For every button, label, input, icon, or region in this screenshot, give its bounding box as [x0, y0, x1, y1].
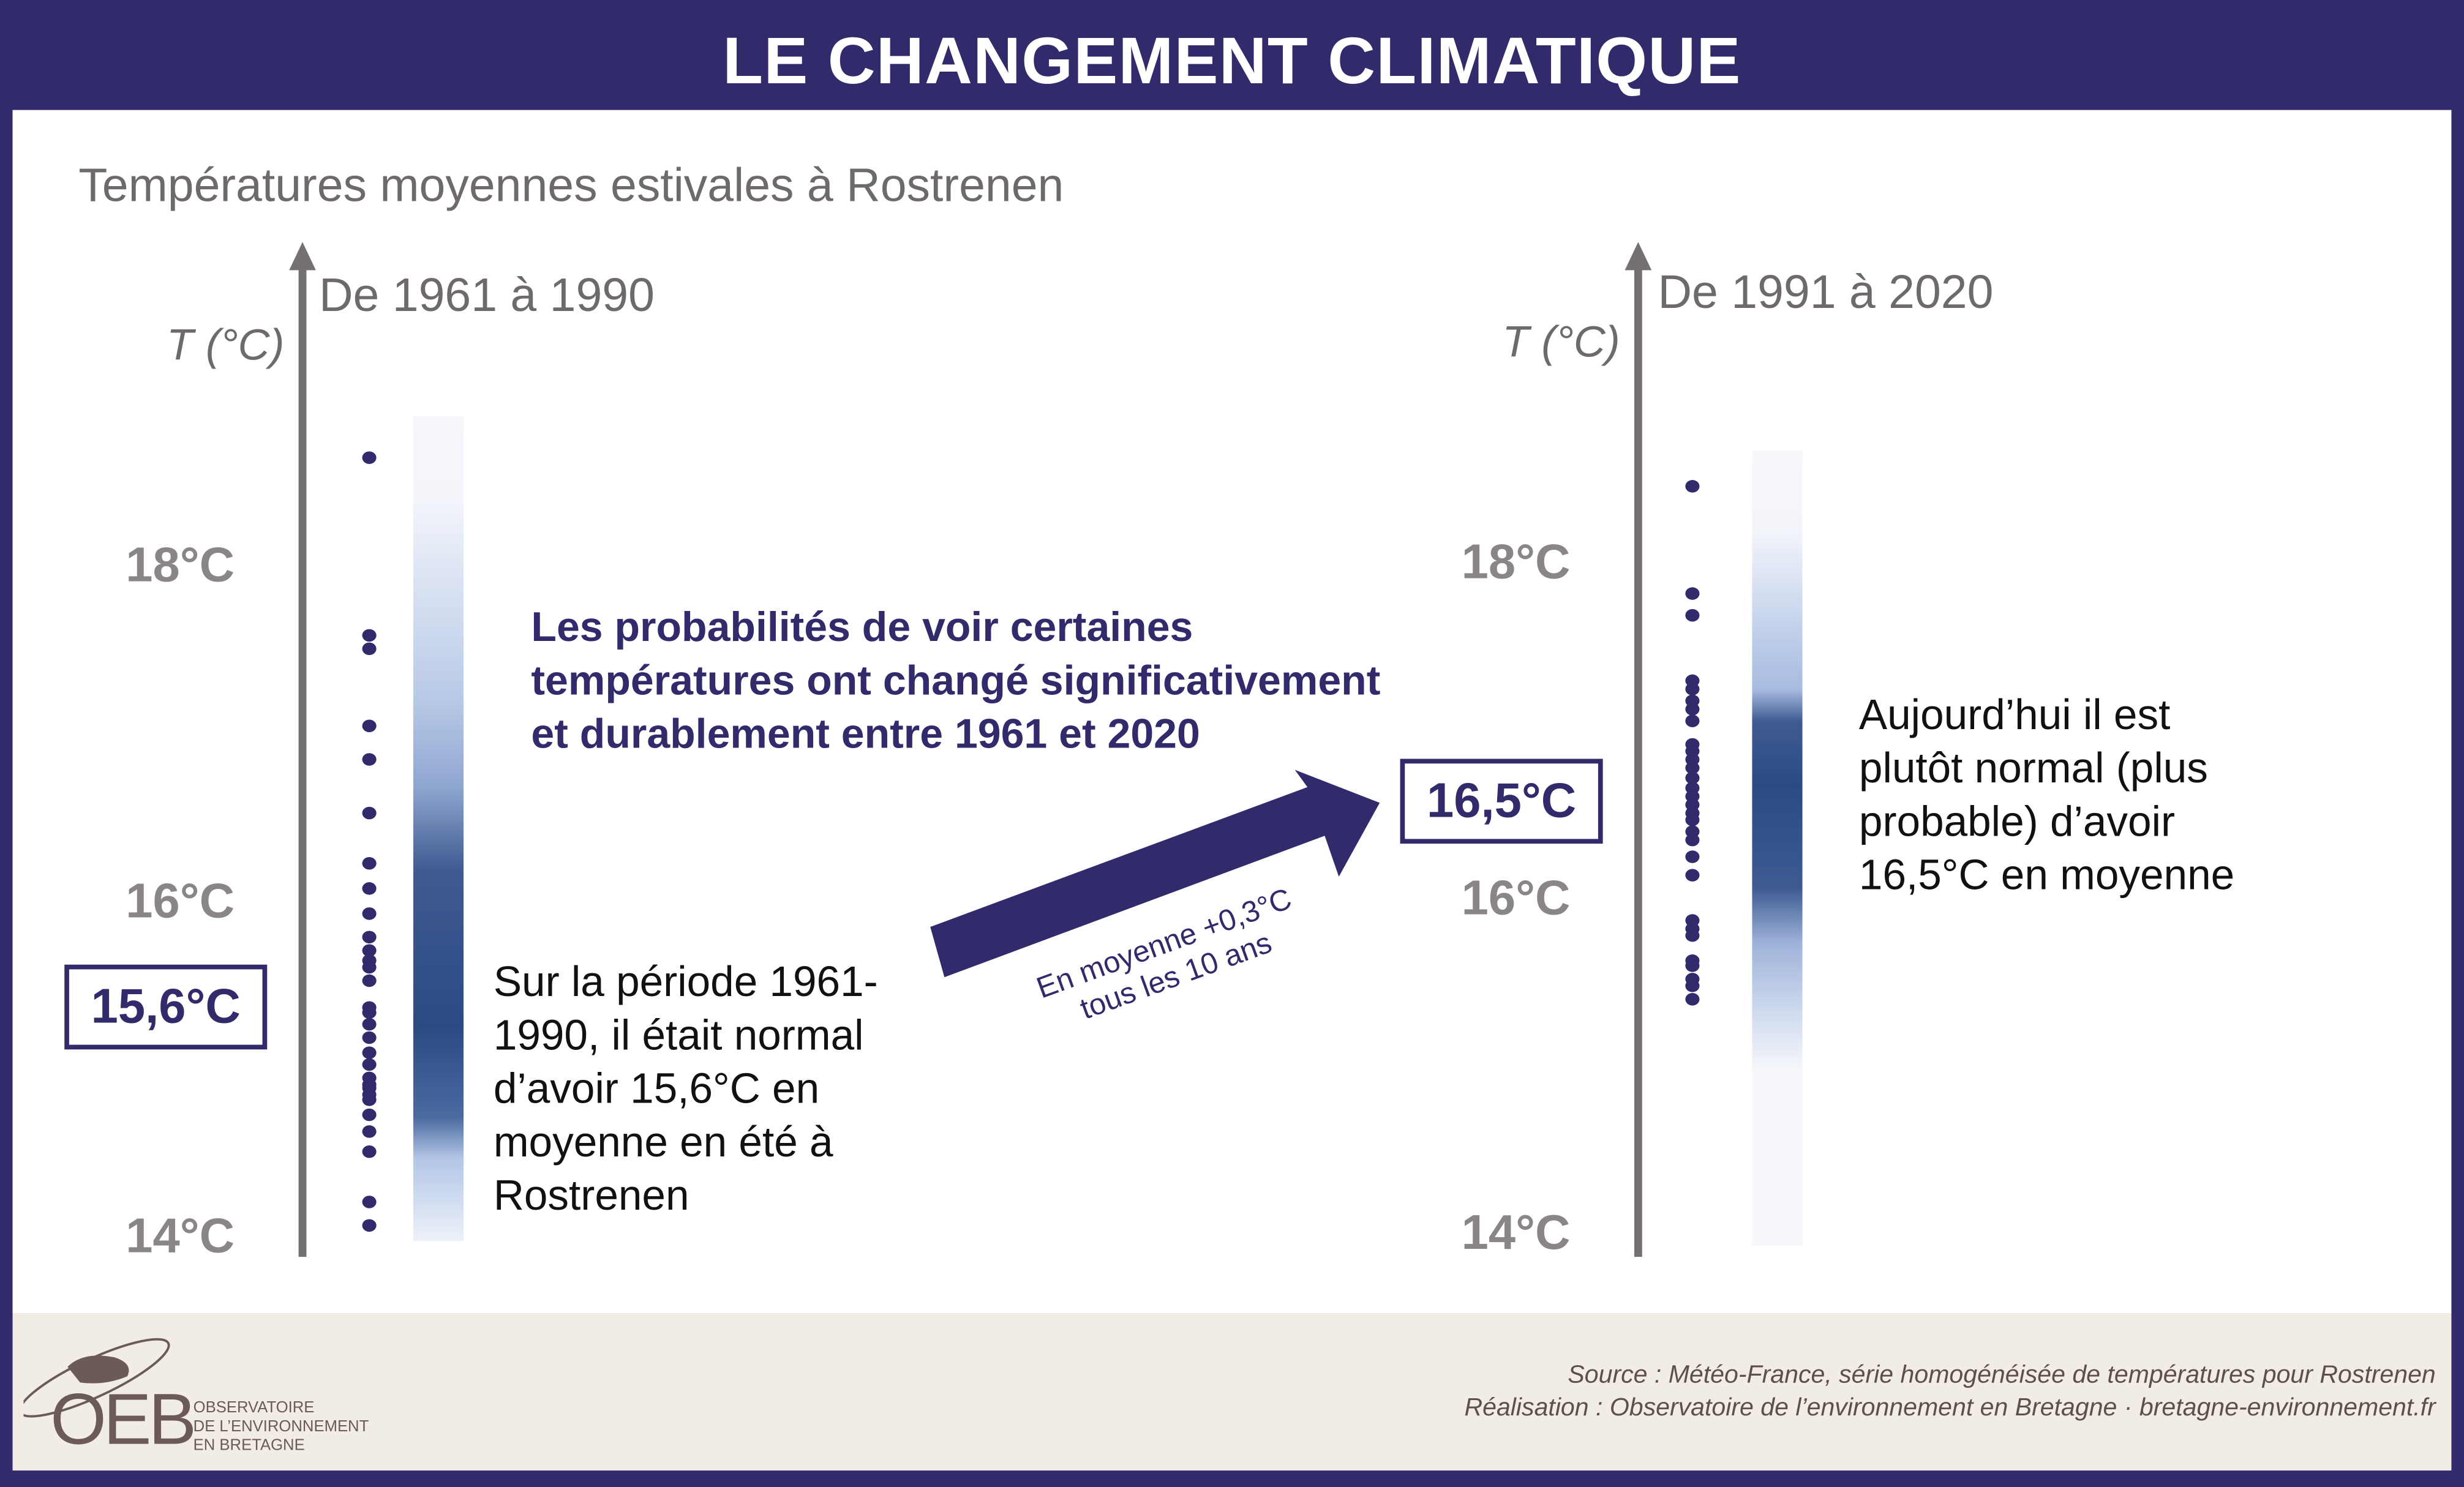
y-tick-right-16: 16°C: [1461, 870, 1571, 926]
data-point-1991-2020: [1685, 833, 1700, 847]
data-point-1961-1990: [362, 1017, 377, 1031]
data-point-1961-1990: [362, 1058, 377, 1071]
period-label-left: De 1961 à 1990: [318, 270, 655, 323]
data-point-1961-1990: [362, 1196, 377, 1208]
data-point-1991-2020: [1685, 850, 1700, 863]
y-tick-left-16: 16°C: [126, 873, 235, 929]
logo-line-3: EN BRETAGNE: [193, 1437, 305, 1455]
y-axis-label-left: T (°C): [167, 320, 285, 370]
data-point-1961-1990: [362, 1219, 377, 1232]
data-point-1961-1990: [362, 753, 377, 766]
y-tick-left-14: 14°C: [126, 1208, 235, 1264]
trend-arrow: [930, 770, 1380, 978]
data-point-1961-1990: [362, 931, 377, 943]
data-point-1991-2020: [1685, 609, 1700, 622]
page-title: LE CHANGEMENT CLIMATIQUE: [723, 23, 1741, 98]
data-point-1961-1990: [362, 719, 377, 732]
data-point-1961-1990: [362, 1125, 377, 1138]
logo-line-1: OBSERVATOIRE: [193, 1399, 315, 1417]
data-point-1991-2020: [1685, 929, 1700, 942]
data-point-1991-2020: [1685, 813, 1700, 826]
y-axis-right: [1625, 242, 1652, 1257]
y-tick-right-14: 14°C: [1461, 1205, 1571, 1260]
y-tick-left-18: 18°C: [126, 537, 235, 593]
data-point-1961-1990: [362, 1006, 377, 1019]
probability-band-left: [413, 416, 464, 1242]
source-text: Source : Météo-France, série homogénéisé…: [1568, 1362, 2436, 1389]
data-point-1961-1990: [362, 944, 377, 957]
data-point-1961-1990: [362, 451, 377, 464]
y-axis-left: [289, 242, 316, 1257]
y-axis-label-right: T (°C): [1502, 317, 1620, 366]
data-point-1961-1990: [362, 1145, 377, 1158]
data-point-1961-1990: [362, 974, 377, 987]
y-tick-right-18: 18°C: [1461, 534, 1571, 590]
data-point-1961-1990: [362, 1108, 377, 1122]
data-point-1991-2020: [1685, 762, 1700, 774]
data-point-1961-1990: [362, 856, 377, 870]
data-point-1961-1990: [362, 806, 377, 820]
probability-band-right: [1752, 451, 1803, 1246]
credit-text: Réalisation : Observatoire de l’environn…: [1464, 1395, 2436, 1422]
data-point-1991-2020: [1685, 869, 1700, 882]
oeb-logo: OEB: [50, 1377, 197, 1460]
footer: [12, 1313, 2452, 1471]
data-point-1991-2020: [1685, 587, 1700, 600]
data-point-1961-1990: [362, 1046, 377, 1059]
mean-box-left: 15,6°C: [64, 964, 268, 1050]
mean-box-right: 16,5°C: [1400, 758, 1603, 844]
period-label-right: De 1991 à 2020: [1658, 267, 1994, 319]
data-point-1961-1990: [362, 642, 377, 656]
data-point-1991-2020: [1685, 979, 1700, 992]
oeb-logo-mark: [23, 1338, 170, 1418]
data-point-1961-1990: [362, 882, 377, 895]
data-point-1991-2020: [1685, 703, 1700, 716]
data-point-1961-1990: [362, 907, 377, 920]
data-point-1991-2020: [1685, 771, 1700, 785]
headline: Les probabilités de voir certaines tempé…: [531, 603, 1381, 757]
data-point-1991-2020: [1685, 683, 1700, 695]
logo-line-2: DE L’ENVIRONNEMENT: [193, 1418, 369, 1436]
data-point-1991-2020: [1685, 480, 1700, 493]
chart-title: Températures moyennes estivales à Rostre…: [78, 160, 1064, 212]
data-point-1961-1990: [362, 1031, 377, 1044]
left-note: Sur la période 1961-1990, il était norma…: [493, 958, 878, 1219]
data-point-1961-1990: [362, 629, 377, 642]
data-point-1991-2020: [1685, 959, 1700, 972]
data-point-1961-1990: [362, 961, 377, 974]
right-note: Aujourd’hui il est plutôt normal (plus p…: [1858, 691, 2235, 899]
data-point-1991-2020: [1685, 992, 1700, 1006]
data-point-1991-2020: [1685, 714, 1700, 727]
data-point-1961-1990: [362, 1093, 377, 1106]
